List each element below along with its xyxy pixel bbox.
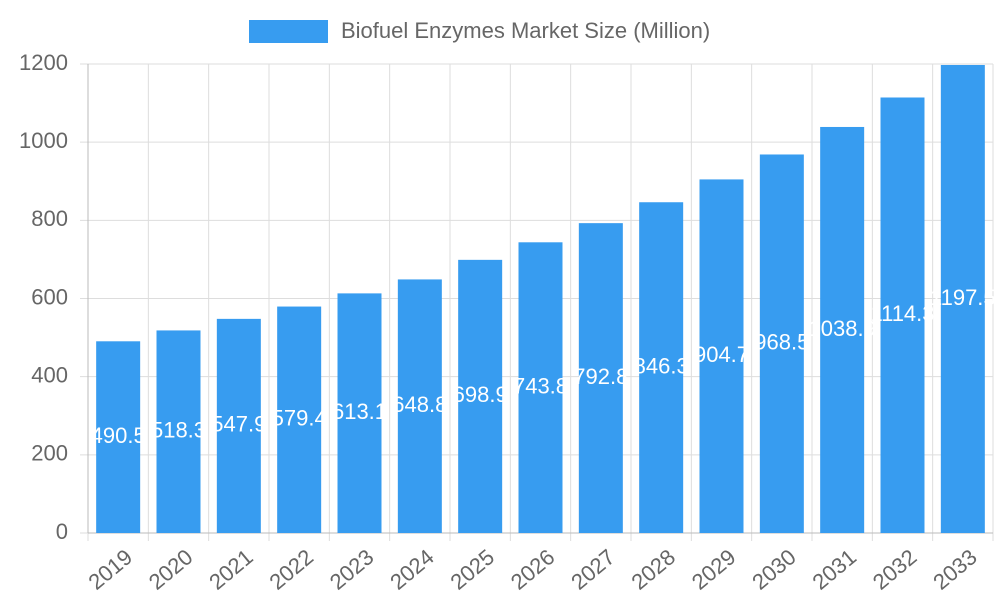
- x-tick-label: 2020: [144, 544, 198, 595]
- y-tick-label: 1000: [19, 128, 68, 153]
- bar: [699, 179, 744, 533]
- bar: [96, 341, 141, 533]
- data-label: 904.7: [694, 342, 749, 367]
- data-label: 1197.5: [930, 285, 996, 310]
- data-label: 968.5: [754, 330, 809, 355]
- bar: [337, 293, 382, 533]
- data-label: 698.9: [453, 382, 508, 407]
- data-label: 547.9: [211, 412, 266, 437]
- x-tick-label: 2032: [868, 544, 922, 595]
- x-tick-label: 2022: [265, 544, 319, 595]
- legend-label: Biofuel Enzymes Market Size (Million): [341, 18, 710, 43]
- bar: [759, 154, 804, 534]
- x-tick-label: 2033: [928, 544, 982, 595]
- x-tick-label: 2029: [687, 544, 741, 595]
- bar: [458, 259, 503, 533]
- data-label: 490.5: [91, 423, 146, 448]
- data-label: 648.8: [392, 392, 447, 417]
- bar: [940, 64, 985, 533]
- x-tick-label: 2021: [204, 544, 258, 595]
- bar: [397, 279, 442, 533]
- data-label: 579.4: [272, 406, 327, 431]
- bar: [156, 330, 201, 533]
- data-label: 846.3: [634, 353, 689, 378]
- data-label: 613.1: [332, 399, 387, 424]
- x-tick-label: 2027: [566, 544, 620, 595]
- x-tick-label: 2026: [506, 544, 560, 595]
- bar: [518, 242, 563, 534]
- data-label: 1114.3: [870, 301, 934, 326]
- bar: [880, 97, 925, 533]
- y-tick-label: 400: [31, 362, 68, 387]
- x-tick-label: 2024: [385, 544, 439, 595]
- data-label: 518.3: [151, 418, 206, 443]
- x-tick-label: 2025: [446, 544, 500, 595]
- bar: [277, 306, 322, 533]
- y-tick-label: 800: [31, 206, 68, 231]
- x-tick-label: 2031: [808, 544, 862, 595]
- bar: [578, 223, 623, 533]
- y-tick-label: 1200: [19, 50, 68, 75]
- data-label: 792.8: [573, 364, 628, 389]
- data-label: 1038.9: [809, 316, 876, 341]
- bar: [639, 202, 684, 534]
- bar: [216, 318, 261, 533]
- x-tick-label: 2030: [747, 544, 801, 595]
- data-label: 743.8: [513, 373, 568, 398]
- x-tick-label: 2028: [627, 544, 681, 595]
- y-tick-label: 600: [31, 284, 68, 309]
- y-tick-label: 200: [31, 441, 68, 466]
- x-tick-label: 2019: [84, 544, 138, 595]
- bar: [820, 126, 865, 533]
- y-tick-label: 0: [56, 519, 68, 544]
- x-tick-label: 2023: [325, 544, 379, 595]
- legend-swatch: [249, 20, 328, 43]
